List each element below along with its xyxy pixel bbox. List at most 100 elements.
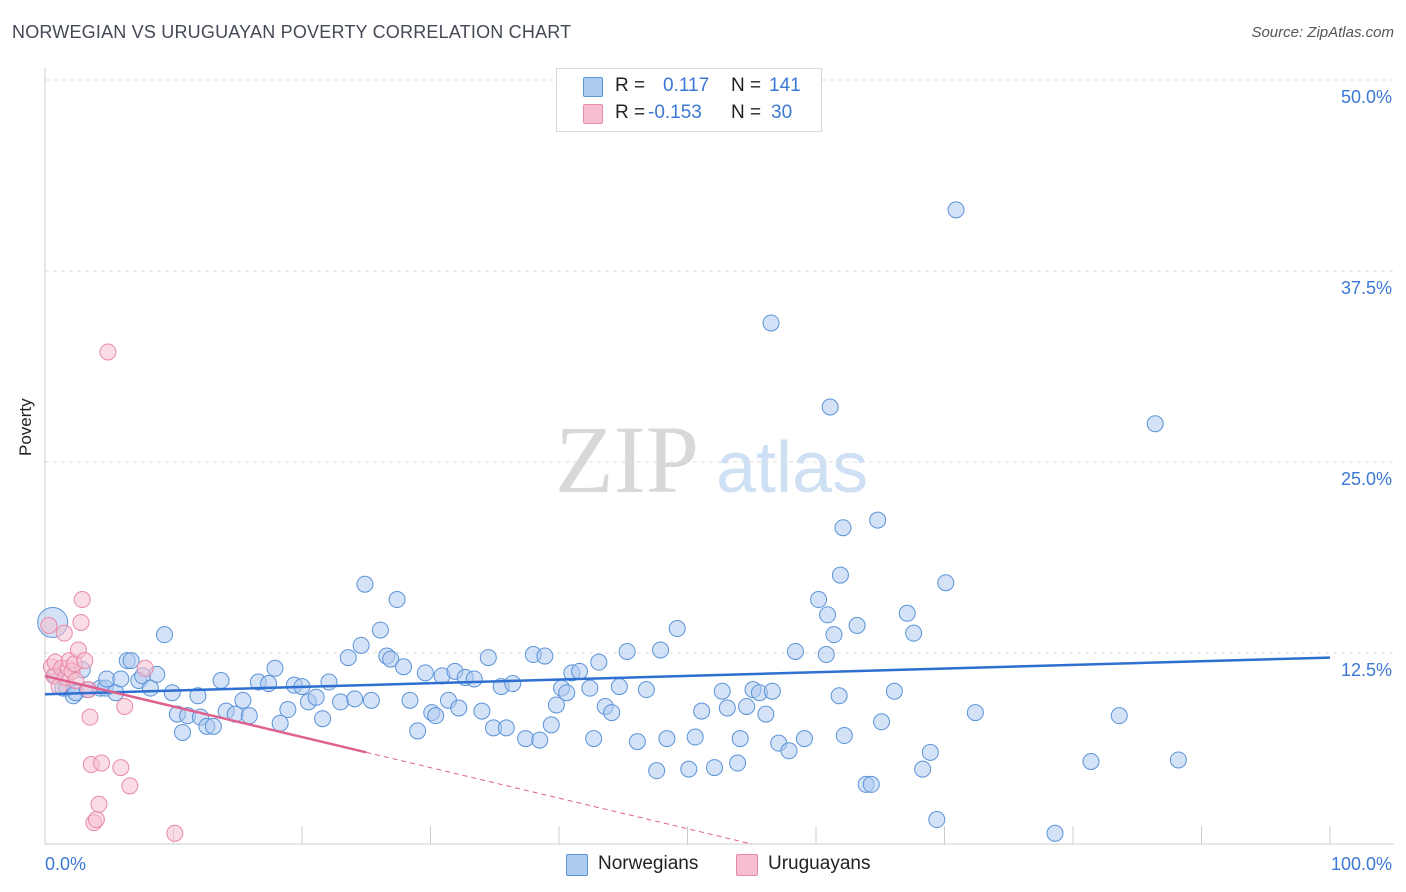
norwegians-point <box>542 716 560 734</box>
uruguayans-point <box>121 777 139 795</box>
norwegians-point <box>830 687 848 705</box>
norwegians-point <box>346 690 364 708</box>
norwegians-point <box>658 730 676 748</box>
norwegians-point <box>427 707 445 725</box>
uruguayans-point <box>72 613 90 631</box>
norwegians-point <box>416 664 434 682</box>
norwegians-point <box>610 678 628 696</box>
n-value: 30 <box>771 102 793 123</box>
norwegians-point <box>705 759 723 777</box>
uruguayans-point <box>55 624 73 642</box>
norwegians-point <box>966 704 984 722</box>
norwegians-point <box>98 670 116 688</box>
norwegians-point <box>648 762 666 780</box>
norwegians-point <box>388 591 406 609</box>
norwegians-point <box>905 624 923 642</box>
norwegians-point <box>465 670 483 688</box>
norwegians-point <box>352 636 370 654</box>
norwegians-swatch <box>583 77 603 97</box>
norwegians-point <box>947 201 965 219</box>
watermark-zip: ZIP <box>555 406 699 513</box>
uruguayans-point <box>116 697 134 715</box>
norwegians-point <box>163 684 181 702</box>
uruguayans-point <box>40 616 58 634</box>
y-tick-label: 12.5% <box>1341 660 1392 680</box>
uruguayans-swatch <box>583 104 603 124</box>
norwegians-point <box>928 811 946 829</box>
uruguayans-point <box>99 343 117 361</box>
norwegians-point <box>314 710 332 728</box>
norwegians-point <box>1110 707 1128 725</box>
norwegians-point <box>819 606 837 624</box>
norwegians-point <box>885 682 903 700</box>
norwegians-point <box>921 743 939 761</box>
uruguayans-point <box>166 824 184 842</box>
norwegians-point <box>307 688 325 706</box>
norwegians-point <box>618 642 636 660</box>
norwegians-point <box>603 704 621 722</box>
norwegians-point <box>240 707 258 725</box>
r-value: -0.153 <box>648 102 702 123</box>
norwegians-point <box>686 728 704 746</box>
norwegians-point <box>234 691 252 709</box>
norwegians-point <box>212 672 230 690</box>
norwegians-point <box>713 682 731 700</box>
norwegians-point <box>581 679 599 697</box>
uruguayans-point <box>81 708 99 726</box>
uruguayans-trend-extension <box>366 751 752 845</box>
norwegians-point <box>718 699 736 717</box>
norwegians-point <box>668 620 686 638</box>
uruguayans-point <box>76 652 94 670</box>
correlation-legend: R = 0.117 N = 141 R = -0.153 N = 30 <box>556 68 822 132</box>
norwegians-point <box>729 754 747 772</box>
norwegians-point <box>497 719 515 737</box>
norwegians-point <box>1046 824 1064 842</box>
norwegians-point <box>1146 415 1164 433</box>
norwegians-point <box>731 730 749 748</box>
chart-title: NORWEGIAN VS URUGUAYAN POVERTY CORRELATI… <box>12 22 572 42</box>
norwegians-point <box>825 626 843 644</box>
norwegians-point <box>473 702 491 720</box>
norwegians-point <box>339 649 357 667</box>
y-tick-label: 50.0% <box>1341 87 1392 107</box>
norwegians-point <box>835 727 853 745</box>
norwegians-point <box>834 519 852 537</box>
norwegians-trend-line <box>44 656 1331 696</box>
r-value: 0.117 <box>663 75 710 96</box>
norwegians-point <box>810 591 828 609</box>
norwegians-point <box>738 697 756 715</box>
r-label: R = <box>615 102 646 123</box>
uruguayans-point <box>87 811 105 829</box>
norwegians-point <box>780 742 798 760</box>
norwegians-point <box>371 621 389 639</box>
norwegians-point <box>479 649 497 667</box>
norwegians-point <box>937 574 955 592</box>
norwegians-point <box>817 646 835 664</box>
norwegians-point <box>757 705 775 723</box>
source-credit: Source: ZipAtlas.com <box>1251 24 1394 41</box>
norwegians-point <box>395 658 413 676</box>
y-tick-label: 37.5% <box>1341 278 1392 298</box>
norwegians-point <box>821 398 839 416</box>
watermark-atlas: atlas <box>716 428 868 508</box>
norwegians-point <box>628 733 646 751</box>
n-label: N = <box>731 102 762 123</box>
uruguayans-trend-line <box>44 674 367 754</box>
norwegians-point <box>637 681 655 699</box>
norwegians-point <box>332 693 350 711</box>
norwegians-point <box>409 722 427 740</box>
norwegians-point <box>585 730 603 748</box>
norwegians-point <box>898 604 916 622</box>
norwegians-point <box>279 701 297 719</box>
norwegians-point <box>693 702 711 720</box>
norwegians-point <box>450 699 468 717</box>
norwegians-point <box>382 650 400 668</box>
norwegians-point <box>873 713 891 731</box>
norwegians-point <box>173 723 191 741</box>
norwegians-point <box>762 314 780 332</box>
uruguayans-legend-swatch <box>736 854 758 876</box>
norwegians-point <box>571 662 589 680</box>
norwegians-point <box>831 566 849 584</box>
uruguayans-point <box>73 591 91 609</box>
